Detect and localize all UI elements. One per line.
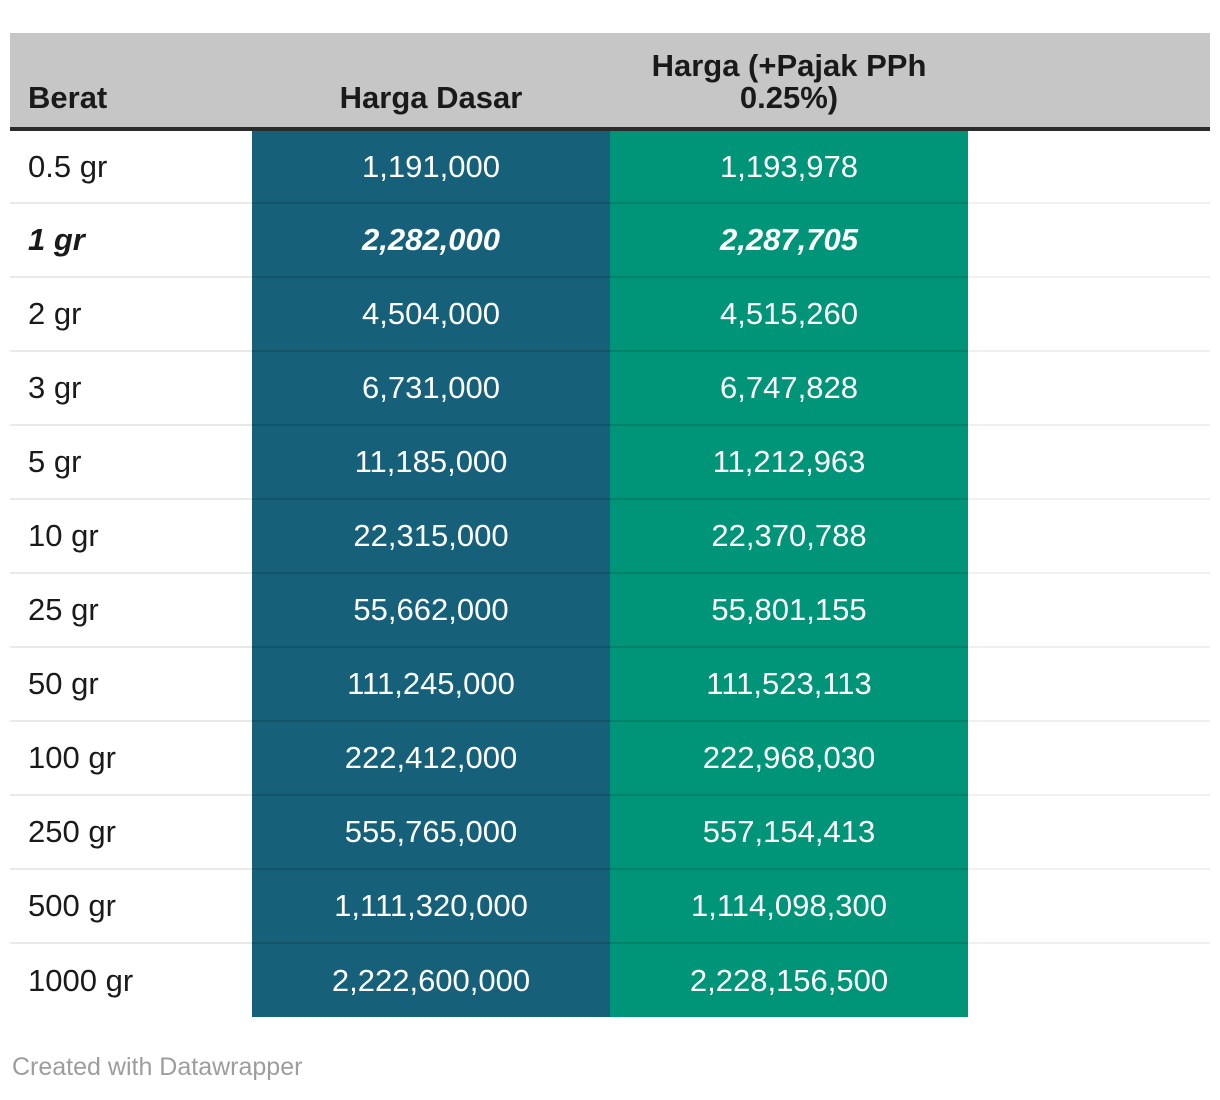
footer: Created with Datawrapper	[12, 1053, 1220, 1082]
harga-dasar-cell: 2,282,000	[252, 203, 610, 278]
table-header: Berat Harga Dasar Harga (+Pajak PPh 0.25…	[10, 33, 1210, 131]
filler-cell	[968, 277, 1210, 352]
harga-pajak-cell: 4,515,260	[610, 277, 968, 352]
filler-cell	[968, 425, 1210, 500]
harga-dasar-cell: 555,765,000	[252, 795, 610, 870]
harga-dasar-cell: 111,245,000	[252, 647, 610, 722]
column-header-berat: Berat	[10, 33, 252, 131]
column-header-harga-pajak-line2: 0.25%)	[739, 79, 839, 115]
harga-dasar-cell: 1,111,320,000	[252, 869, 610, 944]
table-row: 10 gr 22,315,000 22,370,788	[10, 499, 1210, 574]
filler-cell	[968, 203, 1210, 278]
berat-cell: 5 gr	[10, 425, 252, 500]
table-row: 25 gr 55,662,000 55,801,155	[10, 573, 1210, 648]
harga-dasar-cell: 55,662,000	[252, 573, 610, 648]
filler-cell	[968, 721, 1210, 796]
harga-pajak-cell: 111,523,113	[610, 647, 968, 722]
table-row-highlighted: 1 gr 2,282,000 2,287,705	[10, 203, 1210, 278]
table-row: 2 gr 4,504,000 4,515,260	[10, 277, 1210, 352]
table-body: 0.5 gr 1,191,000 1,193,978 1 gr 2,282,00…	[10, 129, 1210, 1017]
harga-pajak-cell: 222,968,030	[610, 721, 968, 796]
harga-pajak-cell: 11,212,963	[610, 425, 968, 500]
price-table: Berat Harga Dasar Harga (+Pajak PPh 0.25…	[10, 33, 1210, 1017]
harga-dasar-cell: 222,412,000	[252, 721, 610, 796]
table-row: 50 gr 111,245,000 111,523,113	[10, 647, 1210, 722]
berat-cell: 1000 gr	[10, 943, 252, 1017]
harga-pajak-cell: 1,114,098,300	[610, 869, 968, 944]
berat-cell: 50 gr	[10, 647, 252, 722]
column-header-harga-pajak-line1: Harga (+Pajak PPh	[651, 47, 927, 83]
harga-pajak-cell: 55,801,155	[610, 573, 968, 648]
column-header-harga-pajak: Harga (+Pajak PPh 0.25%)	[610, 33, 968, 131]
header-row: Berat Harga Dasar Harga (+Pajak PPh 0.25…	[10, 33, 1210, 131]
table-row: 250 gr 555,765,000 557,154,413	[10, 795, 1210, 870]
berat-cell: 1 gr	[10, 203, 252, 278]
berat-cell: 10 gr	[10, 499, 252, 574]
table-row: 5 gr 11,185,000 11,212,963	[10, 425, 1210, 500]
harga-pajak-cell: 2,228,156,500	[610, 943, 968, 1017]
harga-pajak-cell: 6,747,828	[610, 351, 968, 426]
harga-pajak-cell: 1,193,978	[610, 129, 968, 204]
filler-cell	[968, 129, 1210, 204]
table-row: 1000 gr 2,222,600,000 2,228,156,500	[10, 943, 1210, 1017]
harga-dasar-cell: 11,185,000	[252, 425, 610, 500]
filler-cell	[968, 573, 1210, 648]
harga-pajak-cell: 557,154,413	[610, 795, 968, 870]
berat-cell: 25 gr	[10, 573, 252, 648]
column-header-harga-dasar: Harga Dasar	[252, 33, 610, 131]
filler-cell	[968, 869, 1210, 944]
table-row: 500 gr 1,111,320,000 1,114,098,300	[10, 869, 1210, 944]
filler-cell	[968, 499, 1210, 574]
harga-dasar-cell: 6,731,000	[252, 351, 610, 426]
datawrapper-credit-link[interactable]: Created with Datawrapper	[12, 1053, 303, 1081]
filler-cell	[968, 351, 1210, 426]
berat-cell: 100 gr	[10, 721, 252, 796]
berat-cell: 250 gr	[10, 795, 252, 870]
table-row: 100 gr 222,412,000 222,968,030	[10, 721, 1210, 796]
harga-dasar-cell: 2,222,600,000	[252, 943, 610, 1017]
harga-pajak-cell: 2,287,705	[610, 203, 968, 278]
table-row: 0.5 gr 1,191,000 1,193,978	[10, 129, 1210, 204]
harga-pajak-cell: 22,370,788	[610, 499, 968, 574]
header-filler	[968, 33, 1210, 131]
berat-cell: 500 gr	[10, 869, 252, 944]
harga-dasar-cell: 1,191,000	[252, 129, 610, 204]
berat-cell: 2 gr	[10, 277, 252, 352]
berat-cell: 0.5 gr	[10, 129, 252, 204]
filler-cell	[968, 795, 1210, 870]
filler-cell	[968, 943, 1210, 1017]
filler-cell	[968, 647, 1210, 722]
table-row: 3 gr 6,731,000 6,747,828	[10, 351, 1210, 426]
harga-dasar-cell: 4,504,000	[252, 277, 610, 352]
berat-cell: 3 gr	[10, 351, 252, 426]
harga-dasar-cell: 22,315,000	[252, 499, 610, 574]
